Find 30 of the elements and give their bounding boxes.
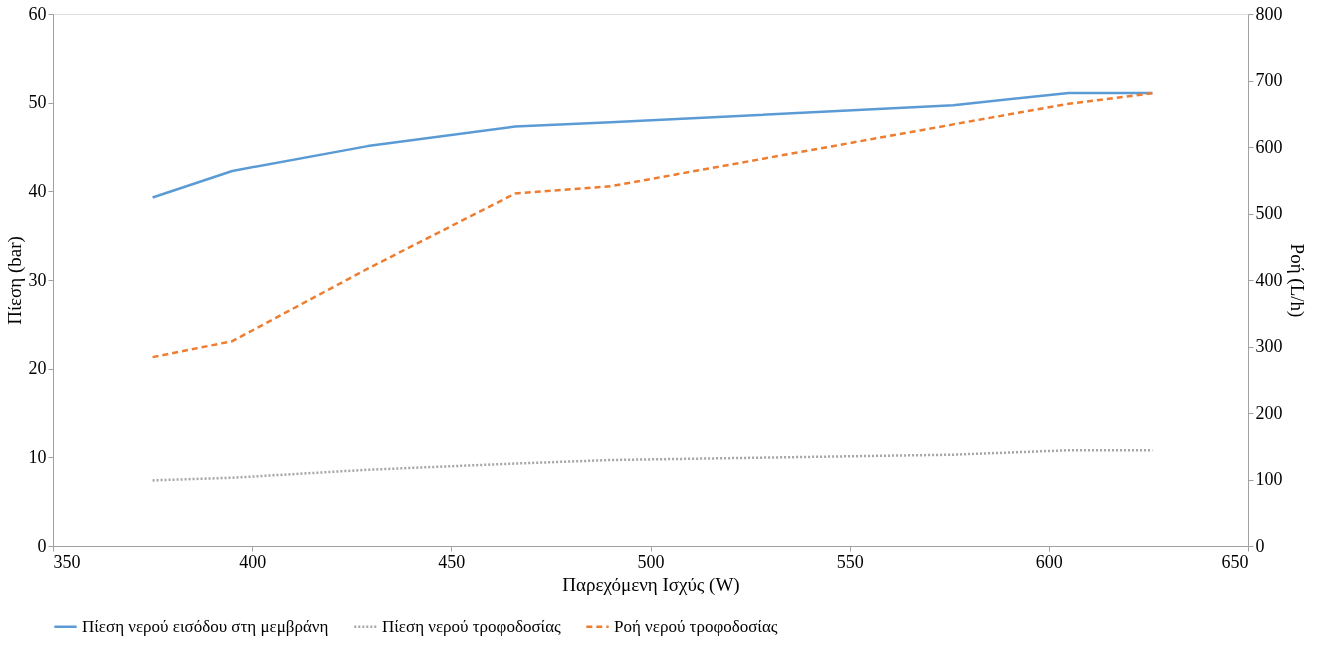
y-axis-title: Πίεση (bar) (3, 236, 26, 325)
x-tick-label: 350 (53, 551, 81, 572)
y2-tick-label: 0 (1255, 535, 1265, 556)
y2-tick-label: 400 (1255, 269, 1283, 290)
y-tick-label: 20 (28, 358, 47, 379)
y2-tick-label: 700 (1255, 70, 1283, 90)
x-tick-label: 600 (1035, 551, 1063, 572)
y-tick-label: 40 (28, 180, 47, 201)
y2-tick-label: 600 (1255, 136, 1283, 157)
y-tick-label: 10 (28, 446, 47, 467)
legend-label: Πίεση νερού τροφοδοσίας (382, 616, 562, 636)
x-tick-label: 550 (836, 551, 864, 572)
x-tick-label: 450 (438, 551, 466, 572)
legend-label: Ροή νερού τροφοδοσίας (614, 616, 778, 636)
y-tick-label: 30 (28, 269, 47, 290)
y2-axis-title: Ροή (L/h) (1285, 243, 1308, 318)
y2-tick-label: 100 (1255, 469, 1283, 489)
y2-tick-label: 500 (1255, 203, 1283, 223)
y-tick-label: 60 (28, 3, 47, 24)
y-tick-label: 50 (28, 92, 47, 113)
line-series (151, 91, 1154, 359)
x-tick-label: 400 (239, 551, 267, 572)
x-tick-label: 650 (1221, 551, 1249, 572)
y2-tick-label: 200 (1255, 402, 1283, 423)
legend-label: Πίεση νερού εισόδου στη μεμβράνη (82, 616, 329, 636)
y2-tick-label: 800 (1255, 3, 1283, 24)
y2-tick-label: 300 (1255, 336, 1283, 356)
x-axis-title: Παρεχόμενη Ισχύς (W) (562, 573, 740, 596)
x-tick-label: 500 (637, 551, 665, 572)
y-tick-label: 0 (37, 535, 47, 556)
